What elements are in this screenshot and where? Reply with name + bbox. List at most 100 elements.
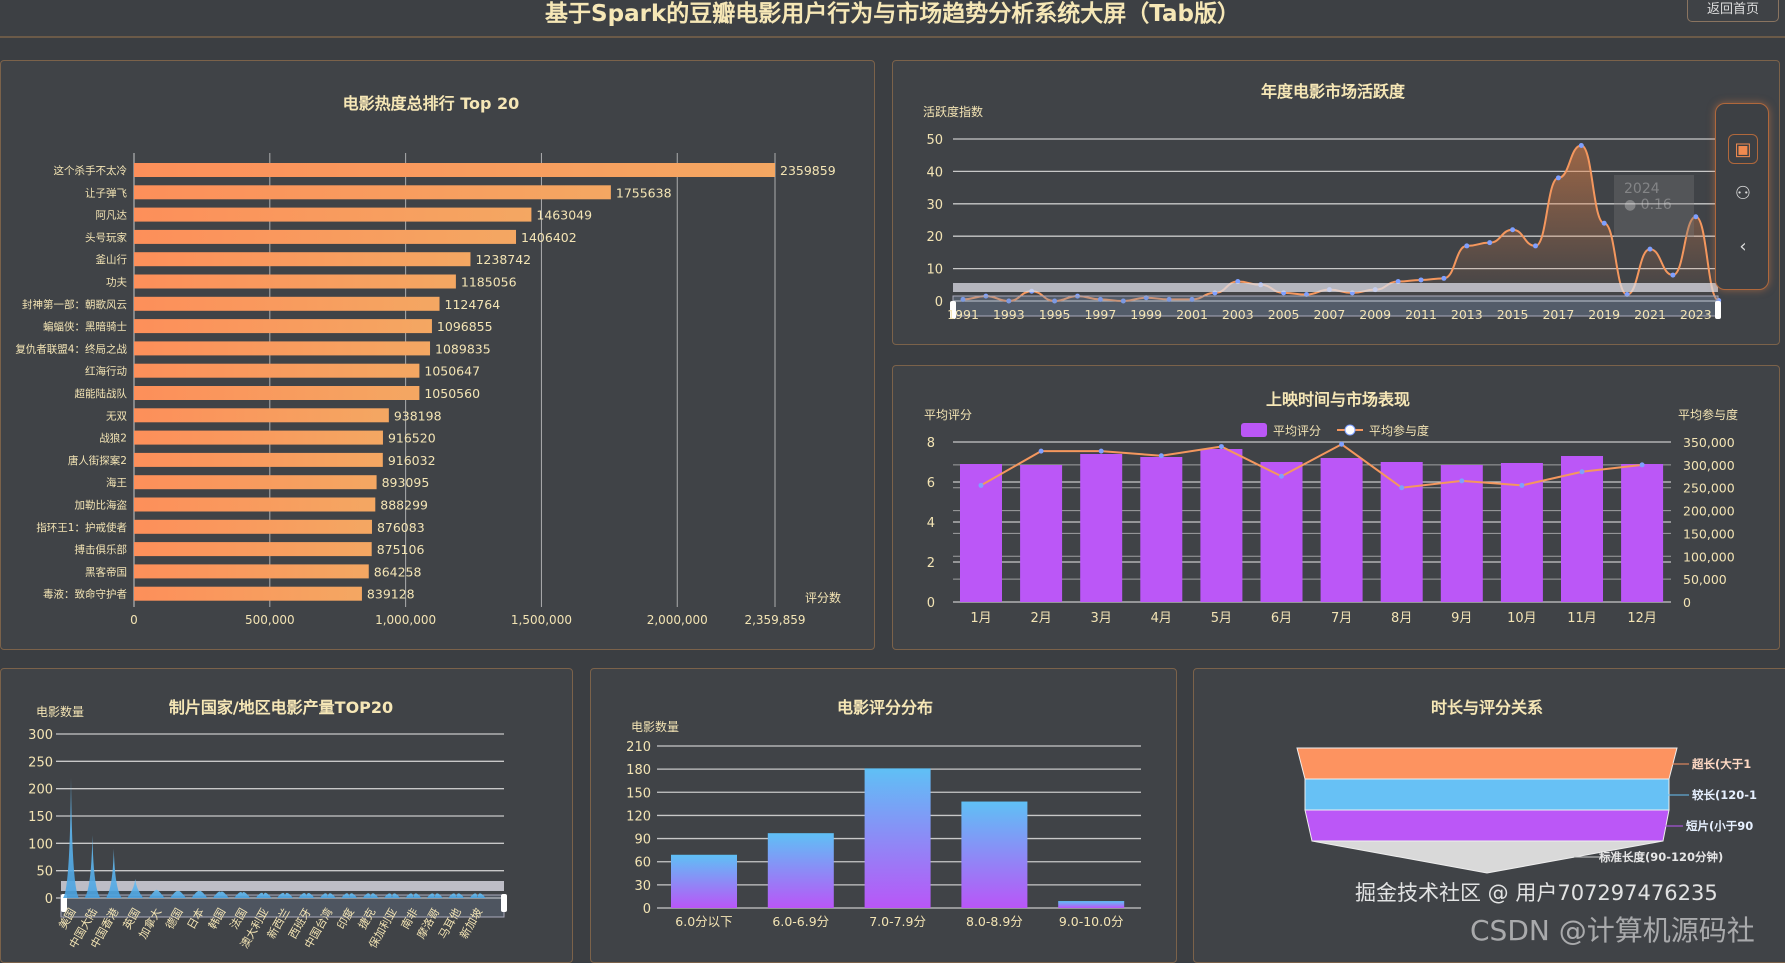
y-category-label: 指环王1：护戒使者	[36, 521, 127, 534]
y-category-label: 功夫	[106, 277, 127, 289]
bar-value-label: 1089835	[435, 341, 491, 356]
data-point	[1459, 478, 1465, 484]
y-category-label: 搏击俱乐部	[75, 543, 128, 556]
datazoom-selection	[953, 283, 1718, 292]
bar	[134, 319, 432, 334]
bar	[1200, 449, 1243, 602]
chart-title: 制片国家/地区电影产量TOP20	[169, 698, 393, 717]
x-tick-label: 7月	[1331, 611, 1352, 626]
bar	[864, 768, 931, 908]
y-right-tick-label: 300,000	[1683, 458, 1735, 473]
y-category-label: 黑客帝国	[85, 565, 127, 578]
bar	[84, 835, 101, 898]
x-tick-label: 9月	[1451, 611, 1472, 626]
x-axis-label: 评分数	[805, 590, 841, 605]
y-right-tick-label: 150,000	[1683, 526, 1735, 541]
bar-value-label: 1463049	[536, 208, 592, 223]
data-point	[1555, 175, 1561, 181]
data-point	[1098, 448, 1104, 454]
data-point	[1487, 240, 1493, 246]
datazoom-handle-right	[501, 894, 507, 912]
bar	[1561, 456, 1603, 602]
chevron-left-icon[interactable]: ‹	[1739, 236, 1747, 257]
bar	[1058, 901, 1125, 908]
y-right-tick-label: 250,000	[1683, 481, 1735, 496]
data-point	[1647, 246, 1653, 252]
y-right-tick-label: 50,000	[1683, 572, 1727, 587]
bar	[134, 564, 369, 579]
legend-bar-swatch	[1241, 423, 1267, 437]
watermark-juejin: 掘金技术社区 @ 用户707297476235	[1355, 881, 1718, 905]
y-category-label: 这个杀手不太冷	[54, 164, 128, 177]
x-tick-label: 0	[130, 613, 138, 627]
data-point	[1601, 220, 1607, 226]
bar	[1260, 462, 1303, 602]
y-category-label: 战狼2	[99, 432, 127, 445]
x-tick-label: 5月	[1211, 611, 1232, 626]
legend-line-marker	[1344, 424, 1356, 436]
x-tick-label: 6.0分以下	[675, 914, 732, 929]
bar	[148, 889, 165, 898]
bar-value-label: 864258	[374, 564, 422, 579]
tooltip: 2024 ● 0.16	[1614, 175, 1694, 237]
watermark-csdn: CSDN @计算机源码社	[1470, 914, 1755, 947]
x-tick-label: 1,000,000	[375, 613, 436, 627]
data-point	[1189, 296, 1195, 302]
bar-value-label: 1124764	[445, 297, 501, 312]
x-tick-label: 2,359,859	[744, 613, 805, 627]
x-tick-label: 1月	[970, 611, 991, 626]
bar	[134, 341, 431, 356]
y-right-tick-label: 100,000	[1683, 549, 1735, 564]
user-icon[interactable]: ⚇	[1734, 183, 1752, 204]
bar	[63, 777, 79, 898]
bar-value-label: 1406402	[521, 230, 577, 245]
x-tick-label: 500,000	[245, 613, 295, 627]
bar-value-label: 888299	[380, 498, 428, 513]
y-tick-label: 90	[634, 833, 651, 848]
back-home-button[interactable]: 返回首页	[1687, 0, 1779, 22]
y-tick-label: 50	[36, 865, 53, 880]
data-point	[1339, 441, 1345, 447]
bar	[134, 519, 372, 534]
country-chart: 制片国家/地区电影产量TOP20电影数量050100150200250300美国…	[28, 698, 507, 951]
y-category-label: 阿凡达	[96, 210, 128, 222]
x-tick-label: 2021	[1634, 307, 1666, 322]
y-tick-label: 50	[926, 133, 943, 148]
x-tick-label: 2009	[1359, 307, 1391, 322]
y-tick-label: 210	[626, 740, 651, 755]
x-tick-label: 6.0-6.9分	[772, 914, 829, 929]
bar	[469, 893, 486, 898]
bar	[191, 890, 208, 898]
bar	[448, 893, 465, 898]
y-right-tick-label: 350,000	[1683, 435, 1735, 450]
y-left-tick-label: 6	[927, 476, 935, 491]
tooltip-year: 2024	[1624, 181, 1660, 197]
panel-yearly: 年度电影市场活跃度 活跃度指数 0 10 20 30 40 50 1991 1993 1995 199…	[892, 60, 1780, 345]
chart-title: 电影热度总排行 Top 20	[343, 94, 520, 113]
x-tick-label: 2007	[1313, 307, 1345, 322]
y-category-label: 蝙蝠侠：黑暗骑士	[43, 320, 127, 333]
y-category-label: 封神第一部：朝歌风云	[22, 298, 127, 311]
y-left-tick-label: 2	[927, 556, 935, 571]
y-tick-label: 30	[926, 198, 943, 213]
data-point	[1639, 462, 1645, 468]
y-tick-label: 0	[643, 902, 651, 917]
x-tick-label: 2013	[1451, 307, 1483, 322]
y-tick-label: 30	[634, 879, 651, 894]
funnel-label: 短片(小于90	[1686, 819, 1753, 833]
tooltip-dot-icon: ●	[1624, 197, 1637, 213]
y-tick-label: 0	[935, 295, 943, 310]
bar	[105, 848, 122, 898]
y-tick-label: 10	[926, 263, 943, 278]
x-tick-label: 8月	[1391, 611, 1412, 626]
panel-country: 制片国家/地区电影产量TOP20 电影数量 0 50 100 150 200 250 300 美国…	[0, 668, 573, 963]
y-tick-label: 0	[45, 892, 53, 907]
bar	[134, 163, 775, 177]
bar	[1621, 464, 1664, 602]
y-left-tick-label: 8	[927, 436, 935, 451]
legend-label: 平均评分	[1273, 424, 1321, 438]
y-category-label: 釜山行	[96, 253, 128, 266]
presentation-icon[interactable]: ▣	[1728, 134, 1758, 164]
